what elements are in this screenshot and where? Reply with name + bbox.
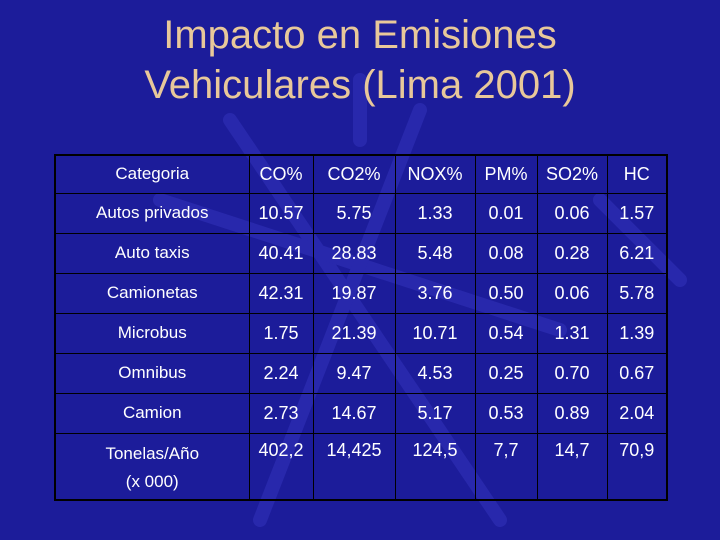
table-cell: 0.28 bbox=[536, 232, 608, 274]
header-so2: SO2% bbox=[536, 154, 608, 194]
table-cell: 2.04 bbox=[606, 392, 668, 434]
table-row: Microbus 1.75 21.39 10.71 0.54 1.31 1.39 bbox=[54, 312, 668, 354]
table-row-totals: Tonelas/Año (x 000) 402,2 14,425 124,5 7… bbox=[54, 432, 668, 501]
table-cell: 0.54 bbox=[474, 312, 538, 354]
table-cell: 1.39 bbox=[606, 312, 668, 354]
table-cell: 0.53 bbox=[474, 392, 538, 434]
tonelas-label: Tonelas/Año bbox=[105, 443, 200, 463]
table-cell: 10.71 bbox=[394, 312, 476, 354]
table-cell: 1.75 bbox=[248, 312, 314, 354]
table-cell: 5.17 bbox=[394, 392, 476, 434]
table-cell: 21.39 bbox=[312, 312, 396, 354]
row-label: Autos privados bbox=[54, 192, 250, 234]
table-cell: 70,9 bbox=[606, 432, 668, 501]
table-cell: 0.08 bbox=[474, 232, 538, 274]
table-cell: 40.41 bbox=[248, 232, 314, 274]
table-cell: 19.87 bbox=[312, 272, 396, 314]
table-row: Camionetas 42.31 19.87 3.76 0.50 0.06 5.… bbox=[54, 272, 668, 314]
table-cell: 5.75 bbox=[312, 192, 396, 234]
header-co: CO% bbox=[248, 154, 314, 194]
table-cell: 42.31 bbox=[248, 272, 314, 314]
table-cell: 0.67 bbox=[606, 352, 668, 394]
table-cell: 14,7 bbox=[536, 432, 608, 501]
table-cell: 1.33 bbox=[394, 192, 476, 234]
tonelas-unit: (x 000) bbox=[125, 471, 179, 491]
title-line-2: Vehiculares (Lima 2001) bbox=[144, 63, 576, 107]
header-categoria: Categoria bbox=[54, 154, 250, 194]
row-label: Camion bbox=[54, 392, 250, 434]
table-cell: 2.24 bbox=[248, 352, 314, 394]
row-label-tonelas: Tonelas/Año (x 000) bbox=[54, 432, 250, 501]
table-cell: 1.31 bbox=[536, 312, 608, 354]
header-co2: CO2% bbox=[312, 154, 396, 194]
header-pm: PM% bbox=[474, 154, 538, 194]
table-cell: 28.83 bbox=[312, 232, 396, 274]
table-cell: 9.47 bbox=[312, 352, 396, 394]
table-cell: 0.89 bbox=[536, 392, 608, 434]
table-cell: 3.76 bbox=[394, 272, 476, 314]
header-hc: HC bbox=[606, 154, 668, 194]
table-cell: 14,425 bbox=[312, 432, 396, 501]
table-row: Camion 2.73 14.67 5.17 0.53 0.89 2.04 bbox=[54, 392, 668, 434]
table-cell: 0.50 bbox=[474, 272, 538, 314]
emissions-table: Categoria CO% CO2% NOX% PM% SO2% HC Auto… bbox=[54, 154, 668, 501]
emissions-table-container: Categoria CO% CO2% NOX% PM% SO2% HC Auto… bbox=[54, 154, 668, 501]
table-cell: 1.57 bbox=[606, 192, 668, 234]
row-label: Camionetas bbox=[54, 272, 250, 314]
table-cell: 4.53 bbox=[394, 352, 476, 394]
table-row: Autos privados 10.57 5.75 1.33 0.01 0.06… bbox=[54, 192, 668, 234]
table-cell: 7,7 bbox=[474, 432, 538, 501]
table-cell: 5.48 bbox=[394, 232, 476, 274]
slide-title: Impacto en Emisiones Vehiculares (Lima 2… bbox=[0, 10, 720, 110]
table-cell: 14.67 bbox=[312, 392, 396, 434]
row-label: Microbus bbox=[54, 312, 250, 354]
header-nox: NOX% bbox=[394, 154, 476, 194]
table-cell: 124,5 bbox=[394, 432, 476, 501]
table-row: Auto taxis 40.41 28.83 5.48 0.08 0.28 6.… bbox=[54, 232, 668, 274]
table-row: Omnibus 2.24 9.47 4.53 0.25 0.70 0.67 bbox=[54, 352, 668, 394]
title-line-1: Impacto en Emisiones bbox=[163, 13, 557, 57]
table-cell: 402,2 bbox=[248, 432, 314, 501]
row-label: Omnibus bbox=[54, 352, 250, 394]
table-cell: 0.25 bbox=[474, 352, 538, 394]
table-cell: 10.57 bbox=[248, 192, 314, 234]
table-cell: 6.21 bbox=[606, 232, 668, 274]
table-cell: 5.78 bbox=[606, 272, 668, 314]
table-header-row: Categoria CO% CO2% NOX% PM% SO2% HC bbox=[54, 154, 668, 194]
table-cell: 2.73 bbox=[248, 392, 314, 434]
table-cell: 0.01 bbox=[474, 192, 538, 234]
table-cell: 0.70 bbox=[536, 352, 608, 394]
table-cell: 0.06 bbox=[536, 272, 608, 314]
table-cell: 0.06 bbox=[536, 192, 608, 234]
row-label: Auto taxis bbox=[54, 232, 250, 274]
